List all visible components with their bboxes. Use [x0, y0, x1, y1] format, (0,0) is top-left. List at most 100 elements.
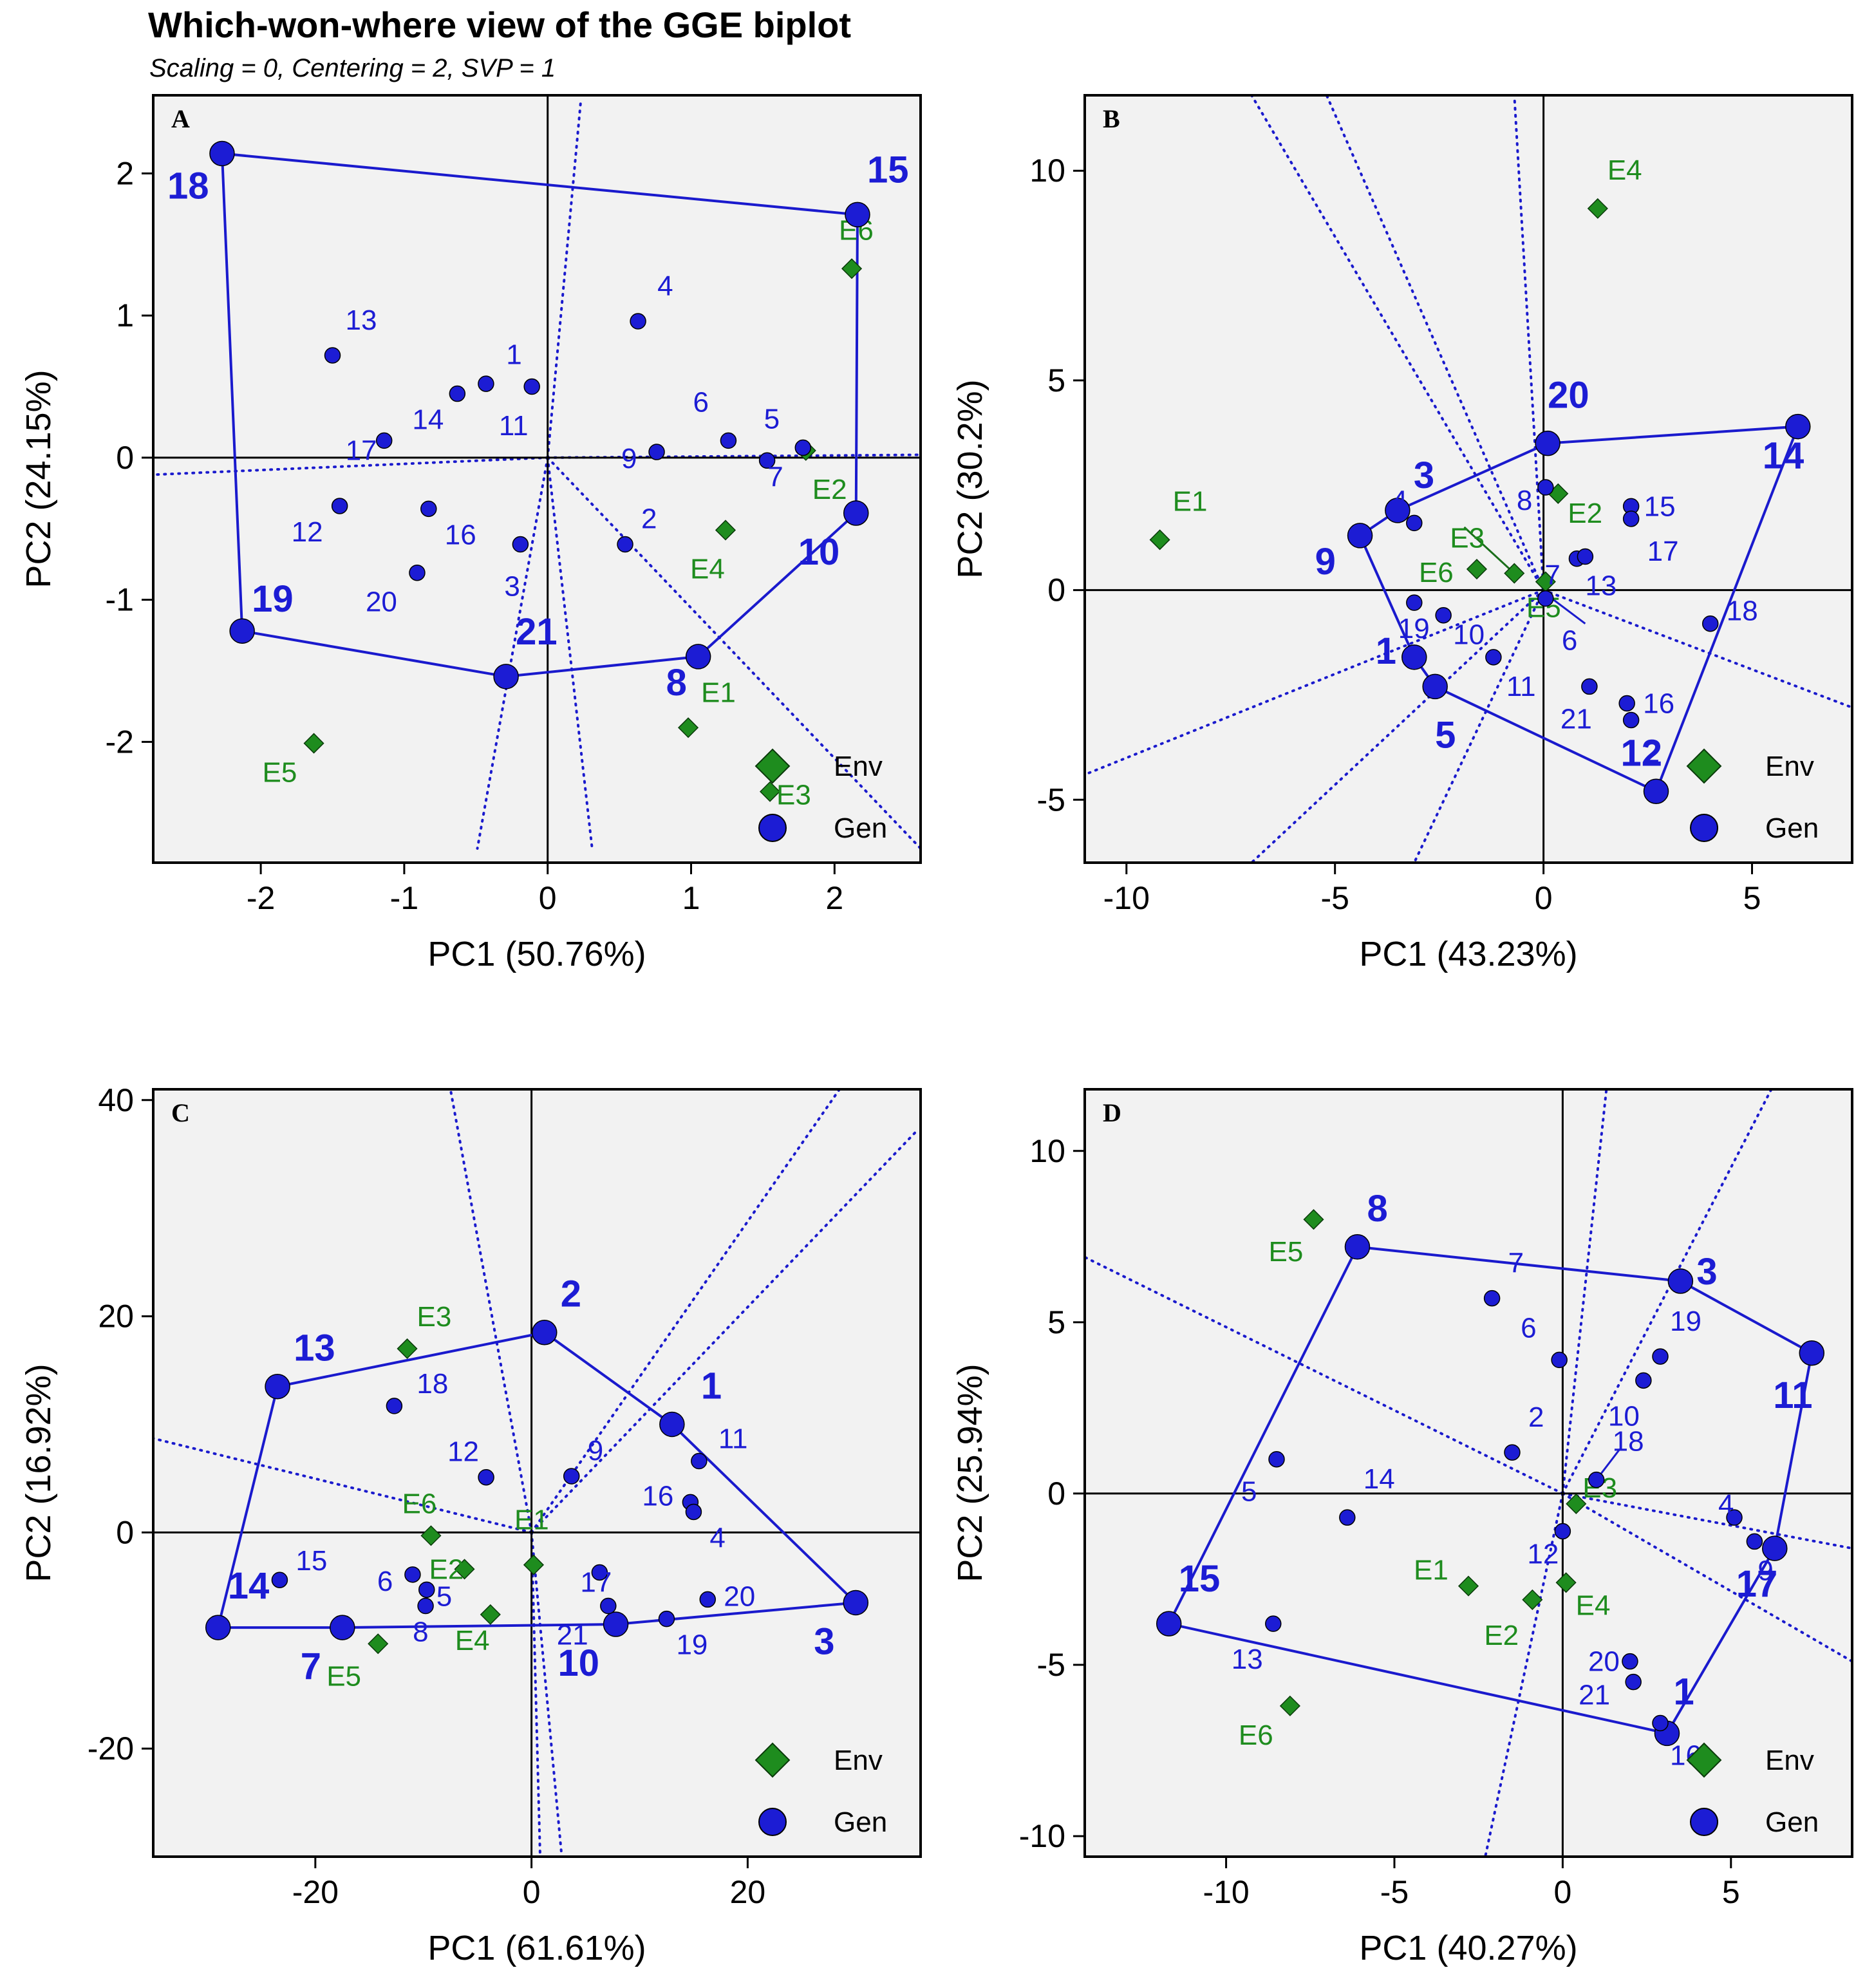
- legend-gen-label: Gen: [834, 1806, 887, 1838]
- env-label: E2: [429, 1553, 464, 1585]
- gen-marker: [1625, 1673, 1642, 1691]
- env-label: E4: [1607, 155, 1642, 186]
- x-tick-label: 0: [1553, 1874, 1571, 1910]
- gen-marker: [523, 378, 540, 395]
- legend-gen-label: Gen: [834, 812, 887, 844]
- gen-marker: [1435, 606, 1452, 624]
- gen-label: 20: [1588, 1646, 1620, 1678]
- gen-marker: [685, 1503, 702, 1521]
- gen-label: 14: [1364, 1463, 1395, 1495]
- gen-marker: [1577, 548, 1594, 565]
- plot-background: [1085, 1089, 1852, 1857]
- gen-marker: [1551, 1351, 1568, 1369]
- sector-ray: [1542, 588, 1852, 709]
- env-label: E2: [812, 474, 847, 505]
- sector-ray: [530, 1531, 563, 1857]
- gen-marker: [843, 1589, 869, 1616]
- gen-marker: [1667, 1268, 1694, 1294]
- gen-label: 12: [292, 516, 323, 548]
- plot-frame: [152, 1088, 922, 1858]
- gen-label: 6: [1521, 1312, 1536, 1344]
- gen-label: 9: [621, 443, 637, 474]
- y-tick-label: 5: [1047, 362, 1065, 399]
- gen-label: 3: [1414, 455, 1434, 496]
- x-tick-label: -20: [292, 1874, 339, 1910]
- gen-label: 14: [228, 1565, 270, 1607]
- y-tick-label: 5: [1047, 1304, 1065, 1340]
- gen-marker: [685, 644, 711, 670]
- gen-marker: [845, 202, 870, 228]
- gen-label: 4: [657, 270, 673, 302]
- x-axis-label: PC1 (50.76%): [427, 935, 646, 973]
- gen-label: 6: [693, 386, 708, 418]
- gen-label: 2: [1528, 1402, 1544, 1433]
- sector-ray: [476, 456, 549, 850]
- x-tick-label: -10: [1203, 1874, 1249, 1910]
- sector-ray: [546, 456, 594, 850]
- gen-marker: [603, 1611, 629, 1637]
- gen-label: 14: [1763, 435, 1804, 477]
- gen-marker: [330, 1615, 355, 1640]
- gen-label: 7: [1544, 559, 1560, 591]
- legend-gen-icon: [1690, 1808, 1718, 1836]
- gen-marker: [1581, 678, 1598, 695]
- gen-label: 11: [1773, 1374, 1812, 1416]
- legend-env-icon: [754, 748, 791, 784]
- env-label: E3: [776, 780, 811, 811]
- gen-label: 10: [558, 1642, 600, 1684]
- gen-marker: [417, 1597, 434, 1615]
- sector-ray: [546, 101, 582, 459]
- gen-label: 1: [506, 339, 521, 371]
- gen-label: 12: [447, 1436, 479, 1468]
- sector-ray: [1561, 1492, 1852, 1550]
- sector-ray: [1085, 588, 1545, 776]
- gen-marker: [1622, 1653, 1638, 1670]
- gen-label: 20: [1548, 375, 1589, 417]
- gen-marker: [1483, 1289, 1501, 1307]
- label-leader: [1551, 597, 1586, 624]
- gen-label: 21: [516, 611, 558, 653]
- gen-label: 5: [1241, 1476, 1257, 1508]
- sector-ray: [530, 1131, 917, 1534]
- sector-ray: [1513, 95, 1545, 592]
- gen-label: 4: [1718, 1489, 1734, 1521]
- gen-label: 13: [346, 305, 377, 336]
- gen-marker: [271, 1571, 288, 1588]
- gen-marker: [1622, 711, 1640, 729]
- gen-marker: [1401, 644, 1427, 670]
- x-tick-label: 1: [682, 880, 700, 916]
- legend-gen-icon: [1690, 814, 1718, 842]
- gen-label: 9: [588, 1435, 603, 1467]
- env-label: E6: [402, 1488, 436, 1519]
- gen-marker: [1406, 594, 1423, 611]
- gen-label: 10: [798, 531, 840, 573]
- y-axis-label: PC2 (16.92%): [19, 1364, 58, 1582]
- gen-label: 3: [1696, 1251, 1717, 1293]
- gen-label: 5: [1435, 714, 1456, 756]
- gen-marker: [600, 1597, 617, 1615]
- env-marker: [368, 1633, 389, 1655]
- sector-ray: [1561, 1492, 1852, 1663]
- y-tick-label: -2: [106, 724, 134, 760]
- gen-label: 10: [1608, 1400, 1640, 1432]
- sector-ray: [153, 1437, 533, 1534]
- gen-marker: [1537, 479, 1554, 496]
- legend-env-label: Env: [1765, 751, 1814, 782]
- y-tick-label: 20: [98, 1299, 134, 1335]
- gen-label: 21: [1560, 703, 1592, 735]
- gen-marker: [794, 439, 812, 456]
- y-tick-label: 2: [116, 155, 134, 191]
- legend-env-label: Env: [1765, 1745, 1814, 1776]
- gen-label: 11: [499, 410, 529, 442]
- gen-marker: [1347, 523, 1373, 549]
- plot-background: [153, 95, 921, 863]
- env-marker: [420, 1525, 442, 1546]
- gen-label: 12: [1527, 1538, 1559, 1570]
- gen-marker: [1535, 430, 1560, 456]
- gen-marker: [758, 452, 776, 469]
- gen-marker: [449, 385, 466, 402]
- legend-env-label: Env: [834, 751, 883, 782]
- gen-label: 13: [1232, 1644, 1263, 1675]
